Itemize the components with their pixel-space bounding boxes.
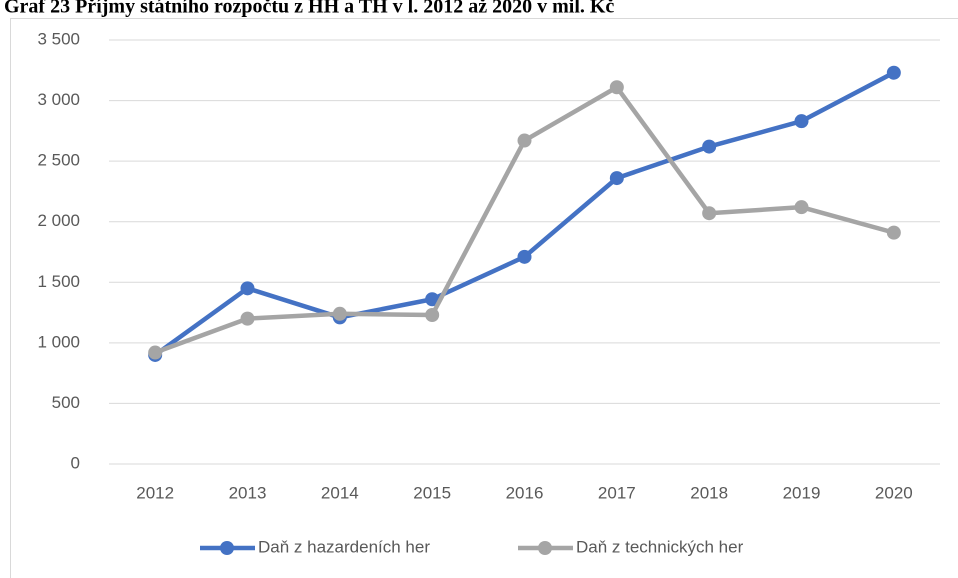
legend-label: Daň z technických her [576,537,744,556]
y-tick-label: 2 500 [37,151,80,170]
y-tick-label: 3 500 [37,29,80,48]
data-point [517,249,532,264]
chart-title: Graf 23 Příjmy státního rozpočtu z HH a … [4,0,614,18]
series-line [153,70,895,357]
x-tick-label: 2012 [136,483,174,502]
data-point [148,345,163,360]
legend-swatch-marker [538,541,552,555]
y-tick-label: 1 500 [37,272,80,291]
data-point [702,206,717,221]
data-point [794,114,809,129]
y-tick-label: 1 000 [37,332,80,351]
x-tick-label: 2015 [413,483,451,502]
x-tick-label: 2018 [690,483,728,502]
y-tick-label: 0 [71,453,80,472]
chart-frame [10,18,958,578]
x-tick-label: 2014 [321,483,359,502]
x-tick-label: 2016 [506,483,544,502]
data-point [332,306,347,321]
x-tick-label: 2017 [598,483,636,502]
x-tick-label: 2013 [229,483,267,502]
y-tick-label: 500 [52,393,80,412]
data-point [702,139,717,154]
data-point [609,80,624,95]
data-point [240,281,255,296]
legend-label: Daň z hazardeních her [258,537,430,556]
data-point [886,225,901,240]
legend-swatch-marker [220,541,234,555]
data-point [425,292,440,307]
x-tick-label: 2020 [875,483,913,502]
y-tick-label: 3 000 [37,90,80,109]
data-point [425,307,440,322]
data-point [517,133,532,148]
y-tick-label: 2 000 [37,211,80,230]
data-point [609,171,624,186]
data-point [794,200,809,215]
data-point [240,311,255,326]
x-tick-label: 2019 [783,483,821,502]
data-point [886,65,901,80]
